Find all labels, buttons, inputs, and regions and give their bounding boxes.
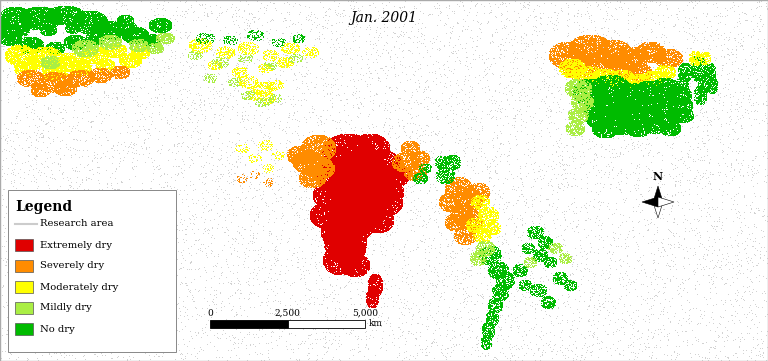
- Bar: [15, 281, 33, 293]
- Bar: [15, 323, 33, 335]
- Bar: [210, 320, 287, 328]
- Polygon shape: [642, 197, 658, 207]
- Text: Legend: Legend: [15, 200, 72, 214]
- Polygon shape: [653, 202, 663, 218]
- Text: Severely dry: Severely dry: [40, 261, 104, 270]
- Text: Research area: Research area: [40, 219, 114, 229]
- Text: 5,000: 5,000: [352, 309, 378, 318]
- Bar: [15, 302, 33, 314]
- Text: 0: 0: [207, 309, 213, 318]
- Text: Extremely dry: Extremely dry: [40, 240, 112, 249]
- Polygon shape: [658, 197, 674, 207]
- Bar: [15, 239, 33, 251]
- Text: km: km: [369, 319, 383, 329]
- Bar: [8, 190, 176, 352]
- Bar: [287, 320, 365, 328]
- Text: N: N: [653, 171, 663, 182]
- Bar: [15, 260, 33, 272]
- Text: Mildly dry: Mildly dry: [40, 304, 91, 313]
- Text: 2,500: 2,500: [275, 309, 300, 318]
- Polygon shape: [653, 186, 663, 202]
- Text: No dry: No dry: [40, 325, 74, 334]
- Text: Moderately dry: Moderately dry: [40, 283, 118, 291]
- Text: Jan. 2001: Jan. 2001: [350, 11, 418, 25]
